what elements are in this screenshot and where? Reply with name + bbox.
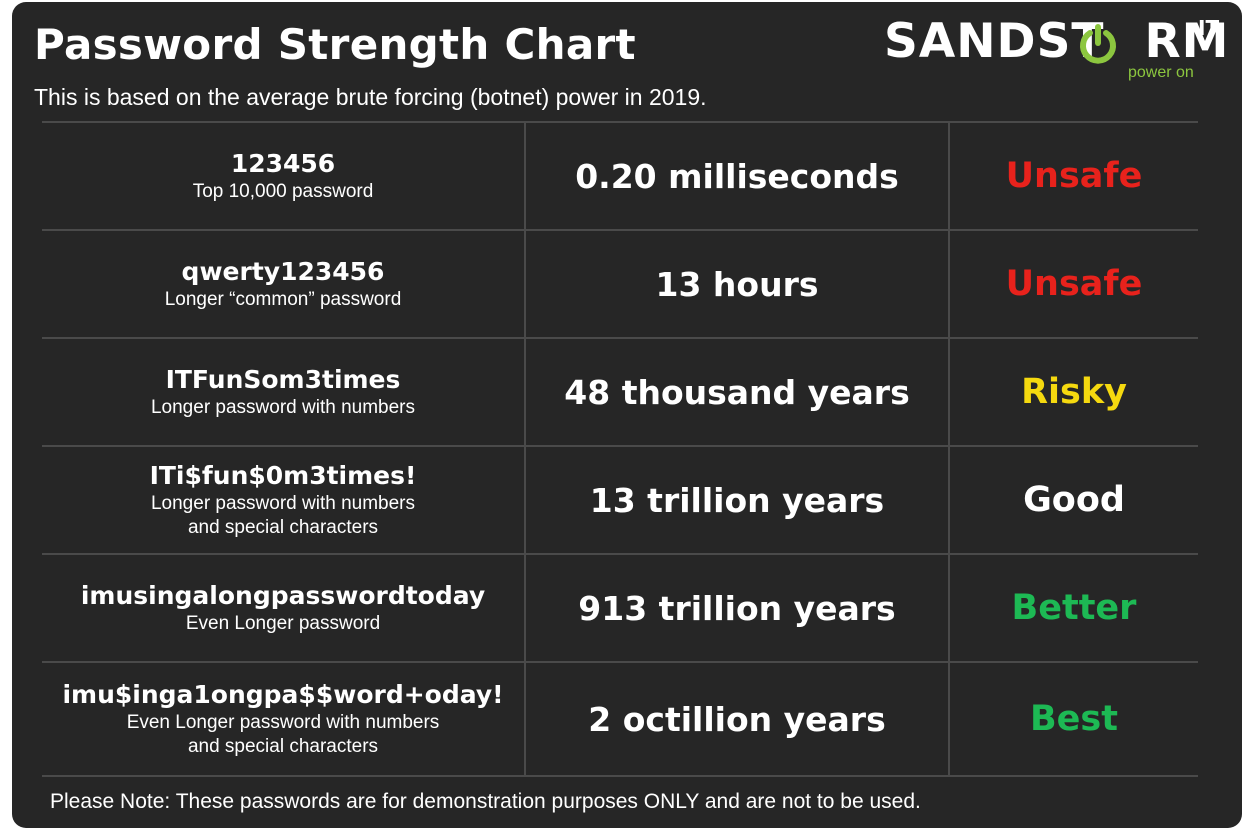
rating-text: Better [1011, 588, 1137, 628]
logo-tagline: power on [1128, 64, 1194, 81]
password-text: imu$inga1ongpa$$word+oday! [62, 680, 504, 709]
row-divider [42, 121, 1198, 123]
rating-cell: Best [950, 663, 1198, 775]
crack-time-text: 13 trillion years [589, 480, 885, 520]
sandstorm-logo: SANDST RM IT power on [884, 14, 1228, 86]
password-text: ITFunSom3times [165, 365, 401, 394]
password-cell: ITi$fun$0m3times! Longer password with nu… [42, 447, 524, 553]
rating-cell: Risky [950, 339, 1198, 445]
password-text: 123456 [230, 149, 336, 178]
crack-time-cell: 13 hours [526, 231, 948, 337]
password-text: ITi$fun$0m3times! [149, 461, 417, 490]
rating-cell: Better [950, 555, 1198, 661]
chart-panel [12, 2, 1242, 828]
table-row: imu$inga1ongpa$$word+oday! Even Longer pa… [42, 663, 1198, 775]
table-row: qwerty123456 Longer “common” password 13 h… [42, 231, 1198, 337]
password-cell: imusingalongpasswordtoday Even Longer pas… [42, 555, 524, 661]
password-cell: qwerty123456 Longer “common” password [42, 231, 524, 337]
chart-subtitle: This is based on the average brute forci… [34, 84, 707, 110]
crack-time-text: 48 thousand years [564, 372, 910, 412]
password-text: imusingalongpasswordtoday [80, 581, 486, 610]
chart-title: Password Strength Chart [34, 20, 636, 69]
password-cell: imu$inga1ongpa$$word+oday! Even Longer pa… [42, 663, 524, 775]
crack-time-cell: 13 trillion years [526, 447, 948, 553]
logo-superscript: IT [1198, 16, 1220, 40]
password-description: Even Longer password with numbers and sp… [126, 712, 440, 757]
crack-time-cell: 913 trillion years [526, 555, 948, 661]
row-divider [42, 445, 1198, 447]
password-description: Even Longer password [185, 613, 381, 634]
row-divider [42, 775, 1198, 777]
power-icon [1080, 24, 1116, 64]
password-description: Longer “common” password [164, 289, 402, 310]
crack-time-cell: 0.20 milliseconds [526, 123, 948, 229]
logo-wordmark: SANDST RM [884, 14, 1229, 70]
logo-text-before: SANDST [884, 14, 1105, 69]
table-row: 123456 Top 10,000 password 0.20 millisecon… [42, 123, 1198, 229]
password-cell: ITFunSom3times Longer password with numbe… [42, 339, 524, 445]
rating-cell: Unsafe [950, 123, 1198, 229]
row-divider [42, 661, 1198, 663]
row-divider [42, 229, 1198, 231]
password-text: qwerty123456 [181, 257, 385, 286]
rating-text: Best [1030, 699, 1118, 739]
rating-text: Unsafe [1005, 264, 1143, 304]
crack-time-text: 0.20 milliseconds [575, 156, 899, 196]
rating-text: Risky [1021, 372, 1127, 412]
table-row: ITFunSom3times Longer password with numbe… [42, 339, 1198, 445]
crack-time-text: 2 octillion years [588, 699, 886, 739]
rating-text: Good [1023, 480, 1125, 520]
password-description: Longer password with numbers [150, 397, 416, 418]
footer-note: Please Note: These passwords are for dem… [50, 790, 921, 813]
rating-text: Unsafe [1005, 156, 1143, 196]
crack-time-cell: 48 thousand years [526, 339, 948, 445]
table-row: ITi$fun$0m3times! Longer password with nu… [42, 447, 1198, 553]
crack-time-text: 913 trillion years [578, 588, 896, 628]
row-divider [42, 337, 1198, 339]
column-divider [524, 122, 526, 776]
logo-text-after: RM [1144, 14, 1230, 69]
crack-time-cell: 2 octillion years [526, 663, 948, 775]
password-cell: 123456 Top 10,000 password [42, 123, 524, 229]
rating-cell: Good [950, 447, 1198, 553]
crack-time-text: 13 hours [655, 264, 819, 304]
row-divider [42, 553, 1198, 555]
table-row: imusingalongpasswordtoday Even Longer pas… [42, 555, 1198, 661]
password-description: Top 10,000 password [192, 181, 374, 202]
rating-cell: Unsafe [950, 231, 1198, 337]
password-description: Longer password with numbers and special… [150, 493, 416, 538]
column-divider [948, 122, 950, 776]
